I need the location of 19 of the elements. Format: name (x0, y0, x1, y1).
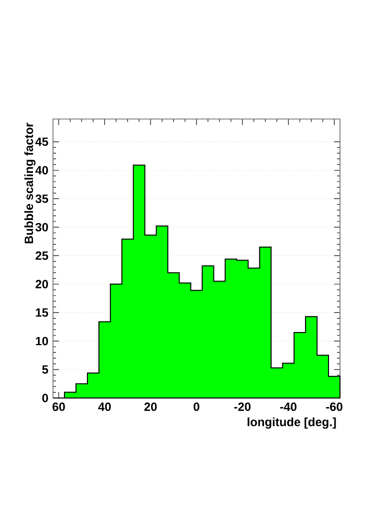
x-tick-label: -20 (234, 402, 251, 411)
y-tick-label: 45 (35, 138, 48, 146)
x-tick-label: 60 (52, 402, 65, 411)
x-tick-label: -60 (326, 402, 342, 411)
x-tick-label: 20 (144, 402, 157, 411)
x-axis-title: longitude [deg.] (248, 417, 336, 429)
y-tick-label: 5 (42, 365, 48, 374)
y-tick-label: 0 (42, 394, 48, 402)
y-tick-label: 20 (36, 280, 48, 288)
y-tick-label: 10 (36, 336, 48, 346)
x-tick-label: 0 (194, 402, 200, 411)
y-tick-label: 35 (35, 194, 48, 203)
y-axis-title: Bubble scaling factor (24, 122, 36, 244)
y-tick-label: 40 (35, 166, 48, 174)
y-tick-label: 15 (36, 308, 48, 317)
y-tick-label: 30 (35, 222, 48, 232)
x-tick-label: 40 (98, 402, 111, 411)
y-tick-label: 25 (36, 251, 48, 260)
x-tick-label: -40 (280, 402, 296, 411)
